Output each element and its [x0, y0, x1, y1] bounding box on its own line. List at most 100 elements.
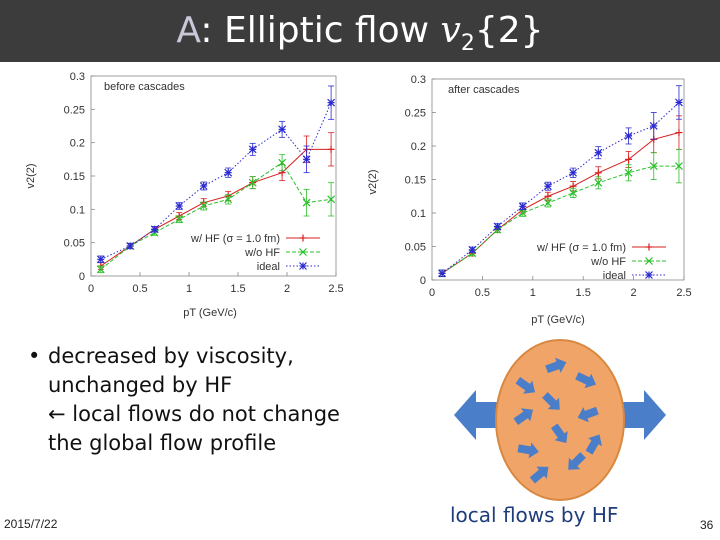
arrow-shape: [542, 392, 560, 410]
legend-marker-stroke: [299, 248, 307, 256]
series-1: [96, 154, 336, 274]
y-tick-label: 0.2: [411, 141, 426, 153]
bullet-line-2: unchanged by HF: [48, 373, 233, 397]
data-point: [278, 125, 287, 134]
right-flow-arrow: [618, 390, 666, 440]
data-point: [675, 98, 683, 107]
legend-marker: [299, 248, 307, 256]
title-bar: A: Elliptic flow v2{2}: [0, 0, 720, 62]
local-flow-arrow-icon: [577, 406, 599, 423]
series-line: [100, 102, 332, 260]
data-point-stroke: [327, 98, 336, 107]
bullet-line-3: ← local flows do not change: [48, 402, 340, 426]
data-point: [675, 129, 683, 137]
local-flow-arrows: [513, 357, 602, 484]
local-flow-arrow-icon: [513, 408, 534, 426]
series-line: [441, 165, 679, 274]
data-point-stroke: [569, 188, 578, 197]
chart-before-cascades: 0 0.05 0.1 0.15 0.2 0.25 0.3 0 0.5 1 1.5 2 2.5 before…: [25, 71, 344, 319]
data-point: [594, 169, 602, 177]
legend-marker: [645, 257, 653, 265]
arrow-shape: [529, 466, 549, 484]
data-point-stroke: [96, 265, 105, 274]
x-axis-label: pT (GeV/c): [183, 307, 237, 319]
data-point-stroke: [649, 162, 658, 171]
legend-label: ideal: [603, 270, 626, 282]
y-tick-label: 0.1: [411, 208, 426, 220]
x-tick-label: 2.5: [328, 283, 343, 295]
legend-label: w/ HF (σ = 1.0 fm): [536, 242, 626, 254]
local-flow-arrow-icon: [575, 372, 596, 389]
legend-marker-stroke: [645, 257, 653, 265]
data-point: [199, 202, 208, 210]
data-point: [518, 209, 527, 217]
legend-marker-stroke: [645, 271, 653, 279]
data-point-stroke: [624, 168, 633, 177]
data-point-stroke: [543, 199, 552, 207]
data-point: [625, 155, 633, 163]
data-point: [594, 148, 603, 157]
series-2: [96, 85, 336, 264]
data-point-stroke: [199, 182, 208, 190]
x-tick-label: 1: [530, 287, 536, 299]
data-point-stroke: [224, 168, 233, 177]
local-flow-arrow-icon: [550, 423, 568, 444]
y-tick-label: 0.15: [405, 175, 426, 187]
y-tick-label: 0.2: [70, 138, 85, 150]
data-point-stroke: [302, 155, 311, 164]
data-point: [518, 202, 527, 211]
series-2: [438, 85, 683, 278]
y-tick-label: 0.15: [64, 171, 85, 183]
data-point: [302, 155, 311, 164]
legend-marker: [299, 262, 307, 270]
legend-marker: [299, 234, 307, 242]
data-point-stroke: [675, 98, 683, 107]
data-point-stroke: [468, 245, 477, 254]
legend-label: w/o HF: [590, 256, 626, 268]
series-line: [441, 132, 680, 274]
hf-label: local flows by HF: [450, 503, 619, 527]
arrow-shape: [575, 372, 596, 389]
arrow-shape: [517, 442, 539, 459]
data-point: [248, 178, 257, 187]
data-point-stroke: [518, 209, 527, 217]
data-point-stroke: [327, 195, 336, 204]
y-tick-label: 0.05: [64, 238, 85, 250]
x-tick-label: 0.5: [132, 283, 147, 295]
data-point-stroke: [649, 121, 658, 130]
arrow-shape: [568, 452, 586, 470]
data-point: [438, 269, 447, 278]
title-prefix: A: [176, 10, 201, 51]
legend-label: w/ HF (σ = 1.0 fm): [190, 233, 280, 245]
data-point: [96, 265, 105, 274]
chart-title: before cascades: [104, 81, 185, 93]
data-point: [624, 132, 633, 140]
legend-label: w/o HF: [244, 247, 280, 259]
series-line: [100, 148, 332, 267]
x-tick-label: 2: [631, 287, 637, 299]
chart-after-cascades: 0 0.05 0.1 0.15 0.2 0.25 0.3 0 0.5 1 1.5 2 2.5 after …: [367, 74, 692, 326]
local-flow-arrow-icon: [542, 392, 560, 410]
series-line: [100, 161, 332, 270]
page-number: 36: [700, 518, 714, 532]
data-point: [150, 225, 159, 234]
data-point: [327, 195, 336, 204]
local-flow-arrow-icon: [568, 452, 586, 470]
bullet-line-4: the global flow profile: [48, 431, 277, 455]
legend-marker: [645, 243, 653, 251]
y-tick-label: 0: [420, 275, 426, 287]
slide-title: A: Elliptic flow v2{2}: [176, 10, 543, 56]
data-point: [649, 121, 658, 130]
x-tick-label: 0: [429, 287, 435, 299]
data-point-stroke: [248, 145, 257, 154]
data-point: [224, 168, 233, 177]
y-tick-label: 0.1: [70, 204, 85, 216]
data-point-stroke: [175, 202, 184, 210]
y-tick-label: 0.05: [405, 242, 426, 254]
footer-date: 2015/7/22: [4, 517, 58, 531]
data-point-stroke: [175, 215, 184, 224]
x-tick-label: 2: [284, 283, 290, 295]
data-point: [327, 98, 336, 107]
x-tick-label: 1: [186, 283, 192, 295]
y-tick-label: 0.25: [64, 104, 85, 116]
